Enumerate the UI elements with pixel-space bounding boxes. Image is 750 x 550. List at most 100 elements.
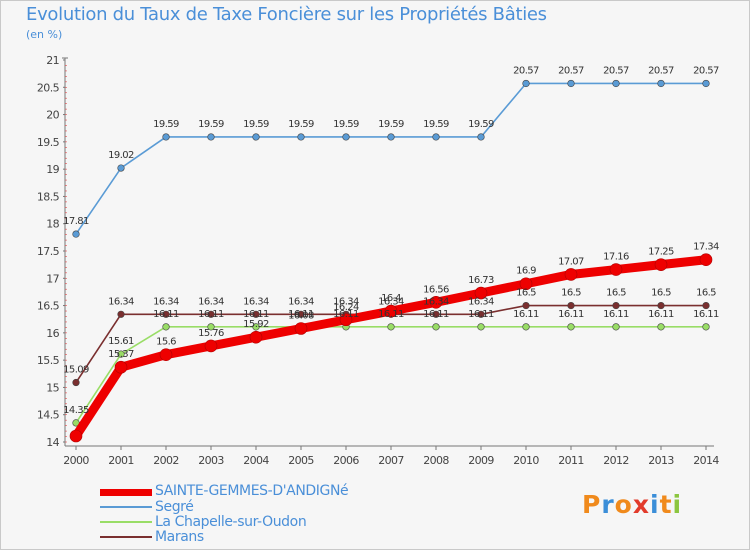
data-point [477, 133, 485, 141]
x-tick-label: 2005 [288, 454, 314, 467]
data-point [162, 310, 170, 318]
data-label: 16.34 [333, 296, 359, 307]
data-label: 20.57 [648, 65, 674, 76]
series-line [71, 255, 711, 441]
logo-letter: i [650, 490, 660, 519]
data-label: 16.24 [333, 302, 359, 313]
legend-item-marans: Marans [100, 529, 430, 546]
data-label: 15.92 [243, 319, 269, 330]
data-label: 15.09 [63, 365, 89, 376]
logo-letter: o [614, 490, 633, 519]
logo-letter: i [672, 490, 683, 519]
data-label: 16.11 [468, 309, 494, 320]
legend-label: Segré [155, 499, 194, 515]
data-label: 16.34 [108, 296, 134, 307]
data-point [657, 79, 665, 88]
y-tick-label: 14 [46, 436, 59, 449]
data-point [207, 310, 215, 318]
x-tick-label: 2014 [693, 454, 719, 467]
data-point [432, 323, 440, 331]
data-label: 16.11 [153, 309, 179, 320]
x-tick-label: 2009 [468, 454, 494, 467]
x-tick-label: 2010 [513, 454, 539, 467]
data-label: 16.11 [423, 309, 449, 320]
data-label: 20.57 [558, 65, 584, 76]
data-point [657, 323, 665, 331]
x-tick-label: 2006 [333, 454, 359, 467]
data-point [699, 253, 713, 267]
data-point [297, 310, 305, 318]
legend-label: Marans [155, 529, 204, 545]
data-label: 17.81 [63, 216, 89, 227]
legend-swatch [100, 489, 152, 496]
data-label: 20.57 [693, 65, 719, 76]
x-tick-label: 2000 [63, 454, 89, 467]
data-point [114, 360, 128, 374]
data-point [207, 133, 215, 141]
data-label: 16.11 [603, 309, 629, 320]
logo-letter: x [632, 490, 650, 519]
proxiti-logo: Proxiti [582, 490, 682, 519]
data-point [609, 263, 623, 276]
data-point [477, 323, 485, 331]
data-point [249, 330, 263, 344]
data-label: 15.37 [108, 349, 134, 360]
data-label: 16.34 [468, 296, 494, 307]
chart-unit-label: (en %) [26, 28, 63, 41]
chart-title: Evolution du Taux de Taxe Foncière sur l… [26, 4, 547, 25]
data-point [567, 301, 575, 310]
data-point [657, 301, 665, 310]
data-point [702, 323, 710, 331]
data-label: 16.9 [516, 266, 536, 277]
data-label: 16.34 [198, 296, 224, 307]
data-point [702, 301, 710, 310]
x-tick-label: 2008 [423, 454, 449, 467]
data-point [522, 301, 530, 310]
data-point [384, 304, 398, 318]
data-label: 16.56 [423, 284, 449, 295]
series-line [75, 82, 707, 235]
data-point [342, 133, 350, 141]
legend-item-la-chapelle: La Chapelle-sur-Oudon [100, 514, 430, 531]
data-label: 16.5 [561, 288, 581, 299]
data-point [72, 230, 80, 238]
data-label: 16.08 [288, 310, 314, 321]
data-label: 19.59 [378, 119, 404, 130]
x-tick-label: 2012 [603, 454, 629, 467]
data-label: 19.59 [468, 119, 494, 130]
data-point [252, 133, 260, 141]
x-tick-label: 2011 [558, 454, 584, 467]
data-point [477, 310, 485, 318]
legend-item-segre: Segré [100, 499, 430, 516]
y-tick-label: 15.5 [37, 354, 60, 367]
logo-letter: P [582, 490, 602, 519]
data-point [612, 323, 620, 331]
data-label: 17.25 [648, 247, 674, 258]
data-point [204, 339, 218, 353]
data-point [162, 133, 170, 141]
data-point [564, 268, 578, 281]
y-tick-label: 17.5 [37, 245, 60, 258]
data-point [612, 79, 620, 88]
y-tick-label: 18.5 [37, 190, 60, 203]
data-point [117, 350, 125, 358]
data-label: 16.11 [243, 309, 269, 320]
data-point [159, 348, 173, 361]
data-label: 16.34 [423, 296, 449, 307]
y-tick-label: 21 [46, 54, 59, 67]
y-tick-label: 16 [46, 327, 59, 340]
data-label: 16.34 [378, 296, 404, 307]
data-point [567, 79, 575, 88]
data-label: 16.11 [693, 309, 719, 320]
data-point [339, 313, 353, 327]
data-point [117, 310, 125, 318]
data-label: 16.34 [288, 296, 314, 307]
data-label: 16.11 [513, 309, 539, 320]
y-tick-label: 17 [46, 272, 59, 285]
x-tick-label: 2013 [648, 454, 674, 467]
logo-letter: t [659, 490, 673, 519]
data-point [69, 429, 83, 443]
data-label: 17.16 [603, 252, 629, 263]
logo-letter: r [601, 490, 615, 519]
